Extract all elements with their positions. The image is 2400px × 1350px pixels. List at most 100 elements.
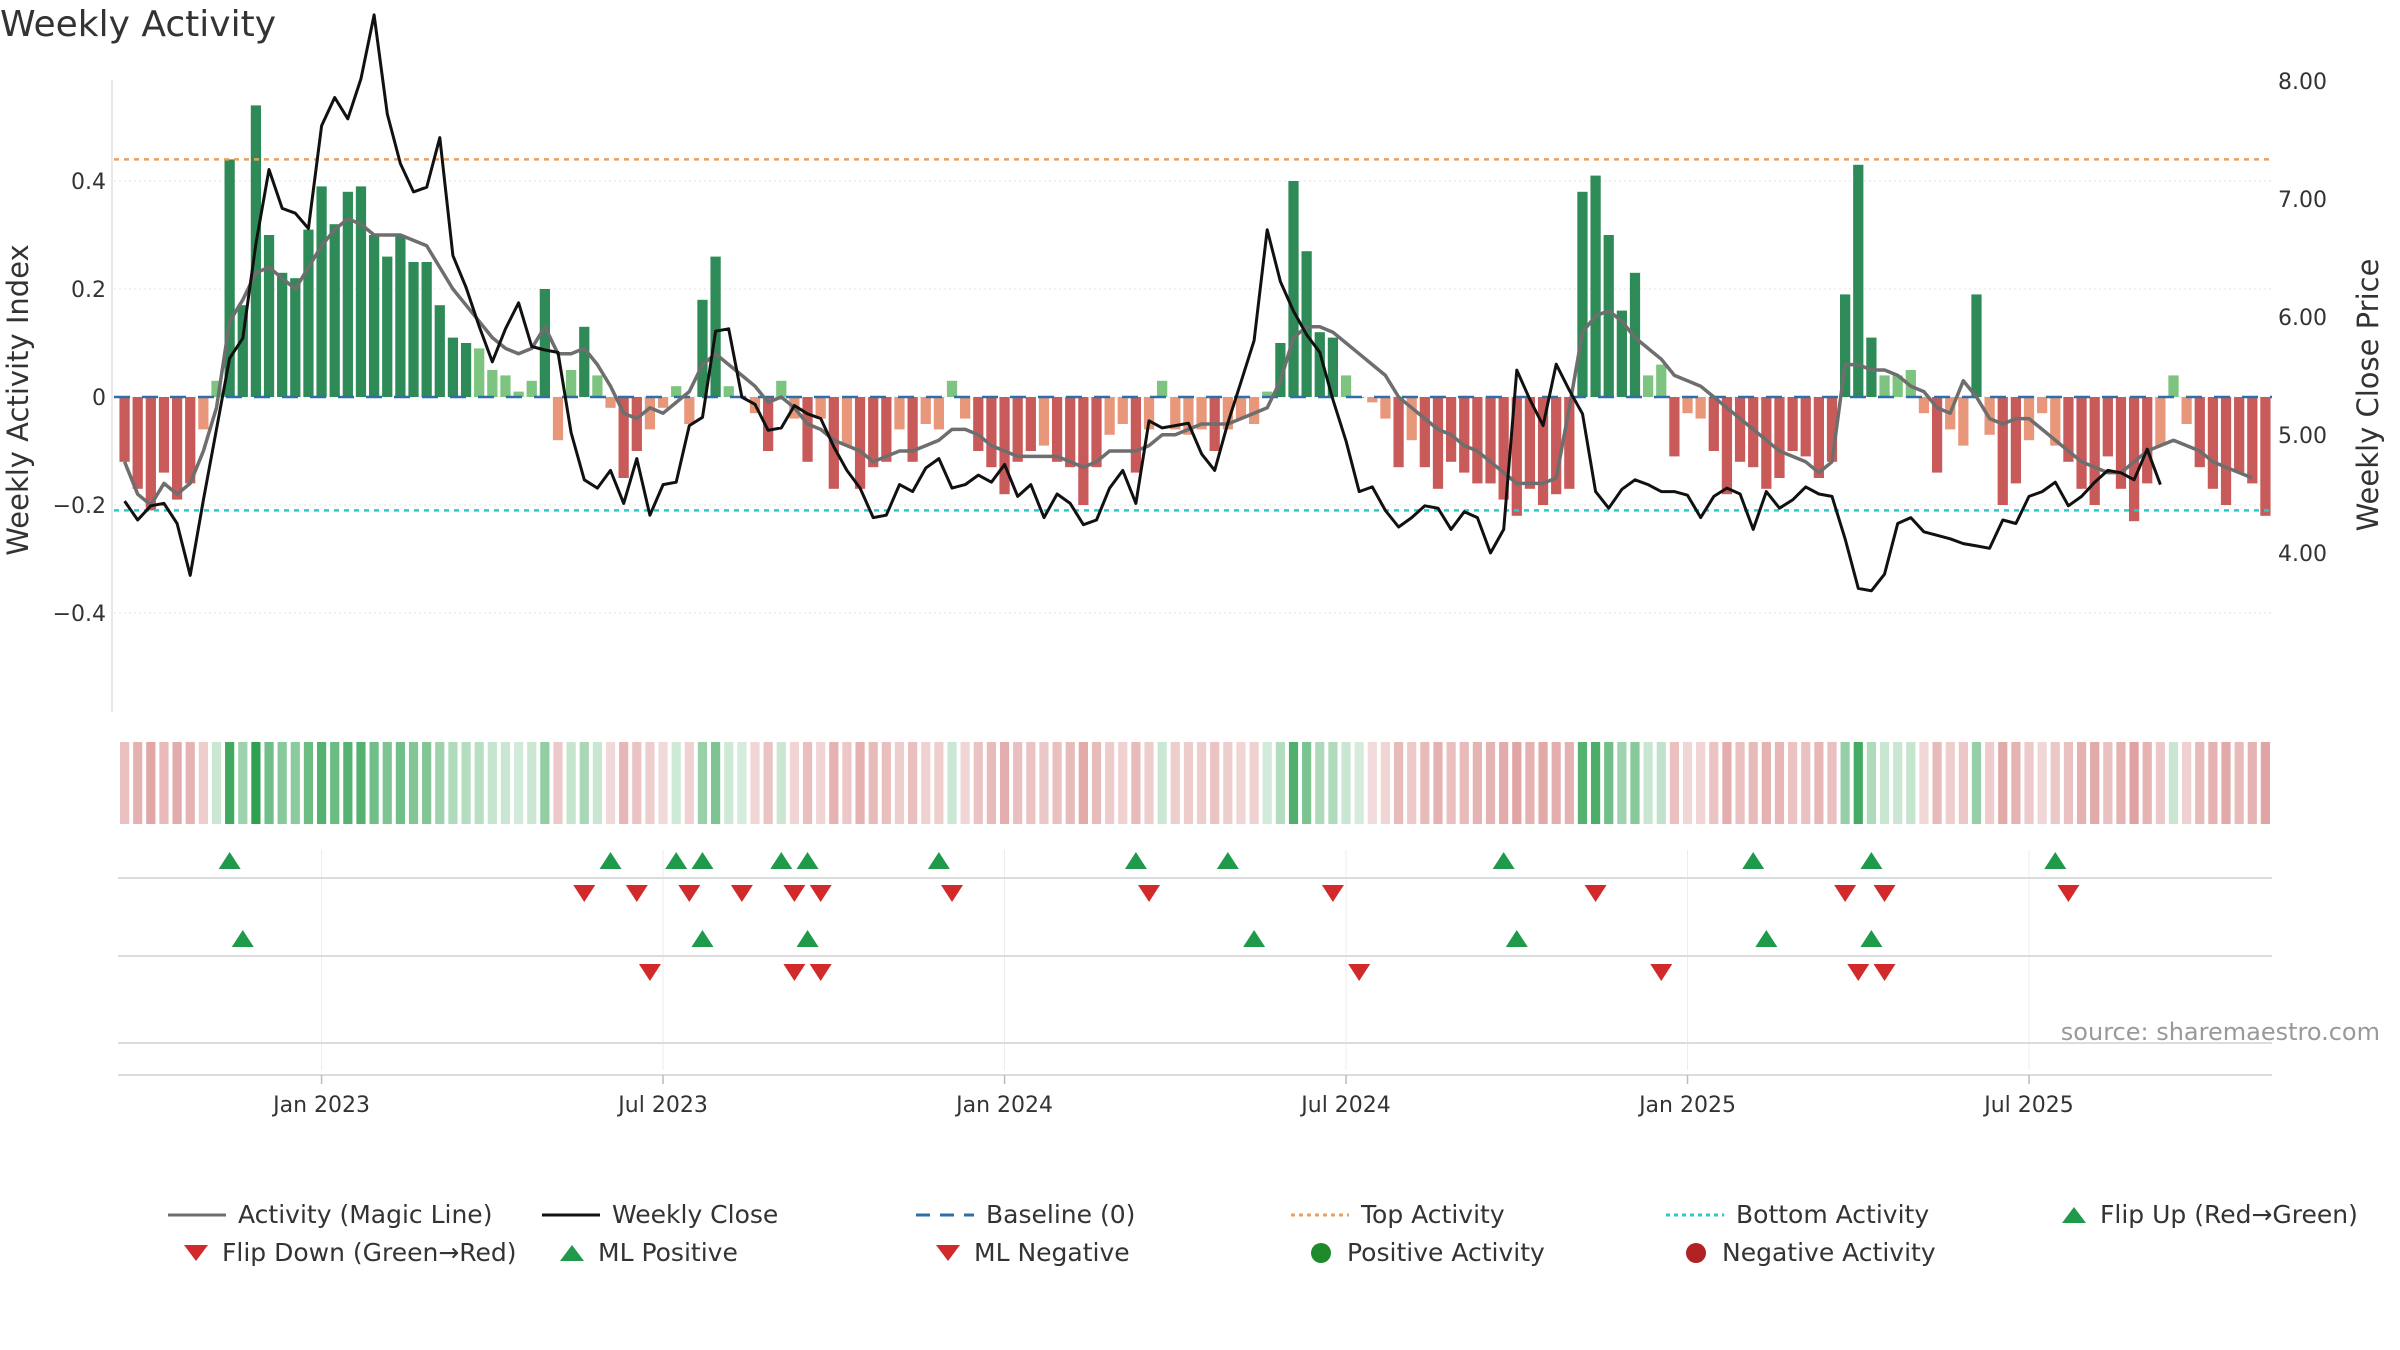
activity-bar [1248, 397, 1260, 424]
activity-bar [1327, 337, 1339, 397]
flip-down-marker [625, 885, 648, 902]
activity-bar [355, 186, 367, 397]
activity-bar [1853, 164, 1864, 397]
activity-bar [1104, 397, 1115, 435]
strip-cell [1866, 742, 1877, 824]
strip-cell [1564, 742, 1574, 824]
legend-line-swatch [168, 1213, 226, 1216]
legend-label: Activity (Magic Line) [238, 1200, 493, 1229]
activity-bar [1616, 310, 1627, 397]
strip-cell [1971, 742, 1982, 824]
activity-bar [1840, 294, 1851, 397]
strip-cell [448, 742, 458, 824]
legend-item-bottom-activity: Bottom Activity [1666, 1200, 1929, 1229]
strip-cell [1026, 742, 1036, 824]
y-tick-label-left: 0 [92, 386, 106, 411]
strip-cell [1748, 742, 1758, 824]
activity-bar [263, 235, 275, 397]
strip-cell [2155, 742, 2165, 824]
flip-up-marker [691, 852, 714, 869]
flip-down-marker [2057, 885, 2080, 902]
strip-cell [881, 742, 891, 824]
activity-bar [1393, 397, 1404, 468]
signal-markers [118, 852, 2272, 1076]
activity-bar [290, 278, 301, 397]
flip-down-marker [573, 885, 596, 902]
activity-bar [1643, 375, 1654, 397]
activity-bar [933, 397, 945, 430]
activity-bar [1800, 397, 1811, 457]
flip-down-marker [1138, 885, 1161, 902]
activity-bar [1866, 337, 1877, 397]
ml-negative-marker [783, 964, 806, 981]
x-tick-label: Jan 2023 [271, 1093, 370, 1118]
activity-bar [2063, 397, 2074, 462]
activity-bar [566, 370, 577, 397]
strip-cell [2063, 742, 2074, 824]
activity-bar [1537, 397, 1549, 505]
strip-cell [1302, 742, 1312, 824]
activity-bar [2076, 397, 2087, 489]
activity-bar [946, 380, 958, 397]
legend-item-ml-positive: ML Positive [558, 1238, 738, 1267]
activity-bar [763, 397, 774, 451]
activity-bar [631, 397, 642, 451]
activity-bar [1117, 397, 1128, 424]
activity-bar [145, 397, 156, 511]
strip-cell [711, 742, 721, 824]
flip-up-marker [1492, 852, 1515, 869]
strip-cell [921, 742, 931, 824]
strip-cell [1380, 742, 1391, 824]
strip-cell [1827, 742, 1837, 824]
activity-bar [1157, 380, 1168, 397]
strip-cell [2182, 742, 2192, 824]
flip-down-marker [730, 885, 753, 902]
activity-bar [158, 397, 170, 473]
x-tick-label: Jul 2023 [616, 1093, 708, 1118]
strip-cell [1328, 742, 1338, 824]
strip-cell [1210, 742, 1220, 824]
legend-item-positive-activity: Positive Activity [1309, 1238, 1545, 1267]
strip-cell [119, 742, 130, 824]
triangle-down-icon [184, 1244, 208, 1261]
strip-cell [1945, 742, 1955, 824]
legend-item-negative-activity: Negative Activity [1684, 1238, 1936, 1267]
activity-bar [828, 397, 839, 489]
activity-bar [408, 262, 419, 397]
activity-bar [1275, 343, 1286, 397]
strip-cell [697, 742, 708, 824]
ml-positive-marker [691, 930, 714, 947]
strip-cell [1288, 742, 1299, 824]
activity-bar [1524, 397, 1536, 489]
activity-bar [2194, 397, 2205, 468]
activity-bar [487, 370, 498, 397]
activity-bar [2220, 397, 2232, 505]
activity-bar [1170, 397, 1181, 430]
strip-cell [1788, 742, 1798, 824]
legend-line-swatch [1291, 1213, 1349, 1216]
strip-cell [842, 742, 852, 824]
strip-cell [1223, 742, 1233, 824]
activity-bar [224, 159, 235, 397]
triangle-down-icon [936, 1244, 960, 1261]
strip-cell [356, 742, 366, 824]
strip-cell [1906, 742, 1916, 824]
strip-cell [802, 742, 813, 824]
legend-line-swatch [542, 1213, 600, 1216]
strip-cell [592, 742, 602, 824]
strip-cell [1985, 742, 1995, 824]
activity-bar [211, 380, 222, 397]
strip-cell [1091, 742, 1102, 824]
strip-cell [671, 742, 681, 824]
activity-bar [526, 380, 537, 397]
strip-cell [1249, 742, 1259, 824]
ml-negative-marker [1847, 964, 1870, 981]
strip-cell [2168, 742, 2179, 824]
strip-cell [1131, 742, 1141, 824]
legend-item-flip-up: Flip Up (Red→Green) [2060, 1200, 2358, 1229]
strip-cell [316, 742, 327, 824]
legend-line-swatch [916, 1213, 974, 1216]
strip-cell [435, 742, 445, 824]
strip-cell [395, 742, 405, 824]
strip-cell [2247, 742, 2257, 824]
